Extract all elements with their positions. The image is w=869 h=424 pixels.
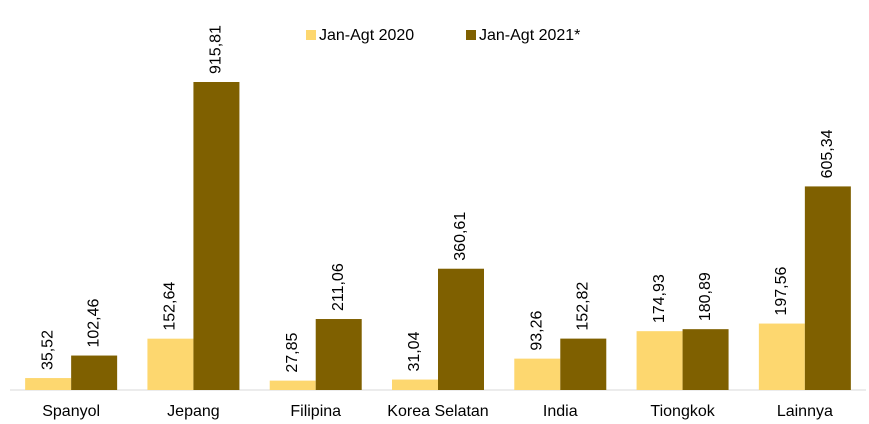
bar: [392, 379, 438, 390]
data-label: 180,89: [697, 272, 714, 321]
bar: [315, 319, 362, 390]
legend-label: Jan-Agt 2021*: [479, 27, 580, 44]
data-label: 31,04: [406, 331, 423, 371]
data-label: 197,56: [773, 267, 790, 316]
bar: [560, 338, 607, 390]
bar: [514, 358, 561, 390]
bar: [682, 329, 729, 390]
bar: [804, 186, 851, 390]
x-tick-label: Filipina: [290, 403, 341, 420]
data-label: 360,61: [452, 212, 469, 261]
bar: [269, 380, 316, 390]
data-label: 605,34: [819, 129, 836, 178]
data-label: 152,64: [162, 282, 179, 331]
data-label: 152,82: [575, 282, 592, 331]
x-tick-label: Jepang: [167, 403, 220, 420]
legend-swatch: [466, 30, 476, 40]
legend-swatch: [306, 30, 316, 40]
bar: [636, 331, 683, 390]
data-label: 27,85: [284, 332, 301, 372]
legend-label: Jan-Agt 2020: [319, 27, 414, 44]
bar: [193, 82, 240, 390]
bar: [71, 355, 118, 390]
data-label: 211,06: [330, 263, 347, 311]
x-tick-label: Tiongkok: [650, 403, 715, 420]
data-label: 174,93: [651, 274, 668, 323]
bar: [438, 268, 484, 390]
x-tick-label: Lainnya: [777, 403, 833, 420]
x-tick-label: India: [543, 403, 578, 420]
bar: [25, 378, 72, 390]
data-label: 915,81: [208, 25, 225, 74]
x-tick-label: Spanyol: [42, 403, 100, 420]
bar: [758, 323, 805, 390]
bar: [147, 338, 194, 390]
data-label: 35,52: [39, 330, 56, 370]
x-tick-label: Korea Selatan: [387, 403, 488, 420]
data-label: 93,26: [529, 310, 546, 350]
data-label: 102,46: [85, 299, 102, 348]
